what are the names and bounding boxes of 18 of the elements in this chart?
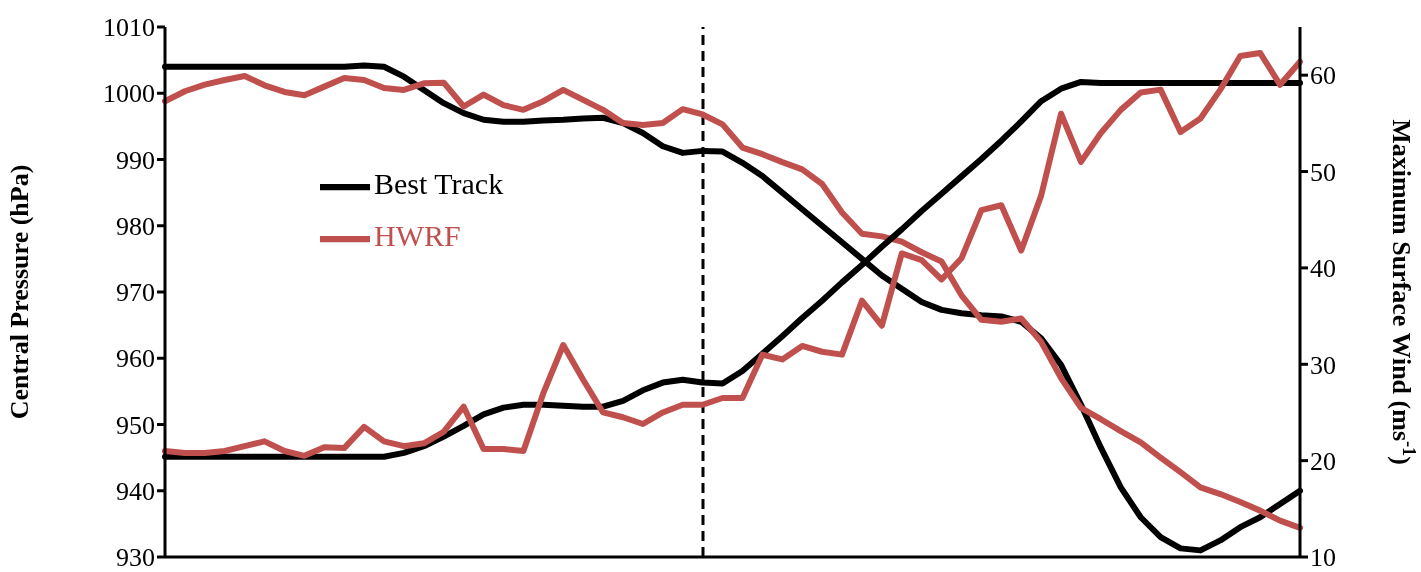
y2-tick-label: 60 bbox=[1310, 61, 1336, 91]
legend-label: Best Track bbox=[374, 167, 504, 200]
y-tick-label: 940 bbox=[116, 476, 155, 506]
legend-label: HWRF bbox=[374, 219, 461, 253]
y2-tick-label: 40 bbox=[1310, 254, 1336, 284]
y2-tick-label: 50 bbox=[1310, 157, 1336, 187]
y-tick-label: 980 bbox=[116, 211, 155, 241]
y2-tick-label: 10 bbox=[1310, 543, 1336, 572]
y-tick-label: 970 bbox=[116, 278, 155, 308]
y-axis-title: Central Pressure (hPa) bbox=[5, 164, 34, 420]
y-tick-label: 1010 bbox=[103, 13, 155, 43]
y-tick-label: 990 bbox=[116, 145, 155, 175]
y-tick-label: 960 bbox=[116, 344, 155, 374]
y2-tick-label: 30 bbox=[1310, 350, 1336, 380]
y-tick-label: 930 bbox=[116, 543, 155, 572]
y-tick-label: 1000 bbox=[103, 79, 155, 109]
y2-tick-label: 20 bbox=[1310, 446, 1336, 476]
y-tick-label: 950 bbox=[116, 410, 155, 440]
